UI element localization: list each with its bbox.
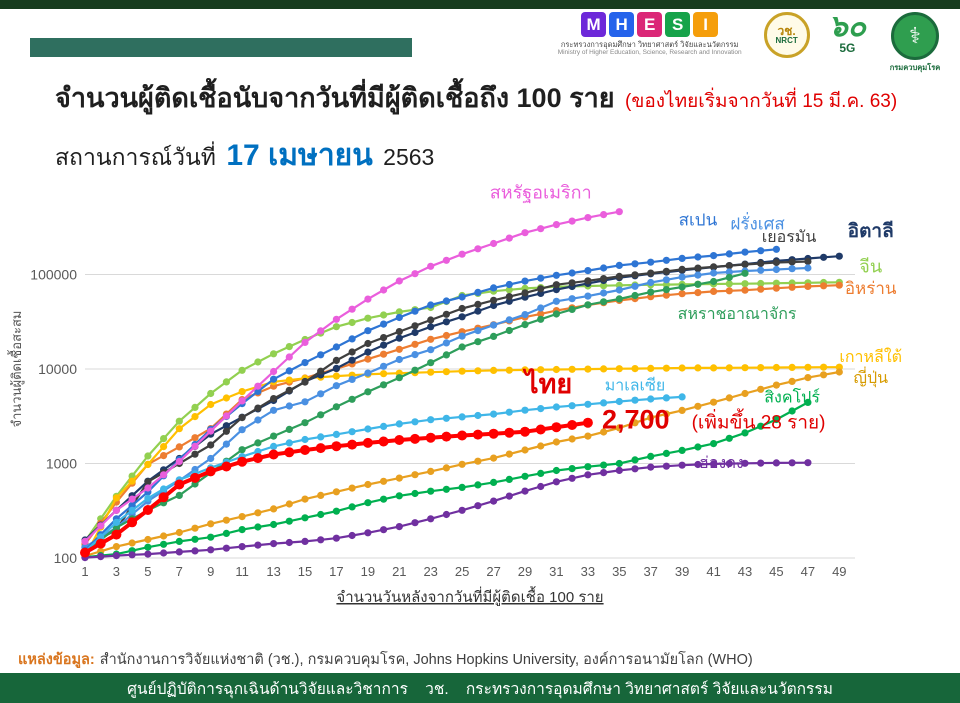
svg-text:มาเลเซีย: มาเลเซีย [605,377,666,395]
disease-control-dept-logo: ⚕ กรมควบคุมโรค [880,12,950,74]
svg-text:7: 7 [176,564,183,579]
svg-text:2,700: 2,700 [602,404,670,434]
svg-text:43: 43 [738,564,752,579]
mhesi-letter-i: I [693,12,719,37]
footer-bar: ศูนย์ปฏิบัติการฉุกเฉินด้านวิจัยและวิชากา… [0,673,960,703]
svg-text:ไทย: ไทย [522,368,572,399]
svg-text:47: 47 [801,564,815,579]
svg-text:31: 31 [549,564,563,579]
title-red-note: (ของไทยเริ่มจากวันที่ 15 มี.ค. 63) [625,91,898,112]
top-green-bar [0,0,960,9]
svg-text:เยอรมัน: เยอรมัน [762,229,817,246]
svg-text:27: 27 [486,564,500,579]
svg-text:19: 19 [361,564,375,579]
source-text: สำนักงานการวิจัยแห่งชาติ (วช.), กรมควบคุ… [99,652,753,668]
mhesi-letter-e: E [637,12,663,37]
svg-text:15: 15 [298,564,312,579]
teal-accent-bar [30,38,412,57]
mhesi-thai-name: กระทรวงการอุดมศึกษา วิทยาศาสตร์ วิจัยและ… [560,40,739,49]
svg-text:จำนวนผู้ติดเชื้อสะสม: จำนวนผู้ติดเชื้อสะสม [7,311,25,428]
svg-text:1: 1 [81,564,88,579]
title-block: จำนวนผู้ติดเชื้อนับจากวันที่มีผู้ติดเชื้… [55,76,935,179]
svg-text:9: 9 [207,564,214,579]
nrct-seal-icon: วช. NRCT [763,12,810,58]
source-line: แหล่งข้อมูล: สำนักงานการวิจัยแห่งชาติ (วช… [18,648,753,671]
svg-text:เกาหลีใต้: เกาหลีใต้ [839,347,902,366]
svg-text:41: 41 [706,564,720,579]
svg-text:10000: 10000 [38,361,77,377]
svg-text:11: 11 [235,564,249,579]
page-title: จำนวนผู้ติดเชื้อนับจากวันที่มีผู้ติดเชื้… [55,76,935,119]
svg-text:37: 37 [643,564,657,579]
svg-text:ฝรั่งเศส: ฝรั่งเศส [730,211,785,233]
svg-text:ฮ่องกง: ฮ่องกง [699,455,744,472]
svg-text:49: 49 [832,564,846,579]
nrct-60th-5g-logo: ๖๐ 5G [828,10,866,55]
medical-staff-icon: ⚕ [891,12,939,60]
svg-text:25: 25 [455,564,469,579]
svg-text:(เพิ่มขึ้น 28 ราย): (เพิ่มขึ้น 28 ราย) [692,408,826,433]
svg-text:3: 3 [113,564,120,579]
svg-text:21: 21 [392,564,406,579]
svg-text:100000: 100000 [30,267,77,283]
svg-text:อิหร่าน: อิหร่าน [845,279,897,298]
status-date: 17 เมษายน [226,139,373,172]
svg-text:ญี่ปุ่น: ญี่ปุ่น [853,366,888,388]
svg-text:สหราชอาณาจักร: สหราชอาณาจักร [678,306,797,323]
footer-text: ศูนย์ปฏิบัติการฉุกเฉินด้านวิจัยและวิชากา… [127,680,833,698]
source-prefix: แหล่งข้อมูล: [18,652,95,668]
mhesi-letter-s: S [665,12,691,37]
svg-text:17: 17 [329,564,343,579]
svg-text:สหรัฐอเมริกา: สหรัฐอเมริกา [490,182,592,203]
status-line: สถานการณ์วันที่ 17 เมษายน 2563 [55,132,935,179]
svg-text:45: 45 [769,564,783,579]
svg-text:33: 33 [581,564,595,579]
svg-text:39: 39 [675,564,689,579]
svg-text:100: 100 [54,550,78,566]
mhesi-english-name: Ministry of Higher Education, Science, R… [557,49,742,56]
title-main-text: จำนวนผู้ติดเชื้อนับจากวันที่มีผู้ติดเชื้… [55,83,615,113]
status-year: 2563 [383,144,435,170]
svg-text:สิงคโปร์: สิงคโปร์ [764,388,820,407]
nrct-logo: วช. NRCT [759,12,815,58]
svg-text:อิตาลี: อิตาลี [848,220,894,242]
svg-text:สเปน: สเปน [679,211,718,230]
svg-text:29: 29 [518,564,532,579]
svg-text:5: 5 [144,564,151,579]
svg-text:จำนวนวันหลังจากวันที่มีผู้ติดเ: จำนวนวันหลังจากวันที่มีผู้ติดเชื้อ 100 ร… [336,586,603,606]
svg-text:23: 23 [423,564,437,579]
status-prefix: สถานการณ์วันที่ [55,144,216,170]
svg-text:35: 35 [612,564,626,579]
svg-text:จีน: จีน [859,257,882,277]
svg-text:1000: 1000 [46,456,77,472]
svg-text:13: 13 [266,564,280,579]
mhesi-letter-h: H [609,12,635,37]
mhesi-letter-m: M [581,12,607,37]
